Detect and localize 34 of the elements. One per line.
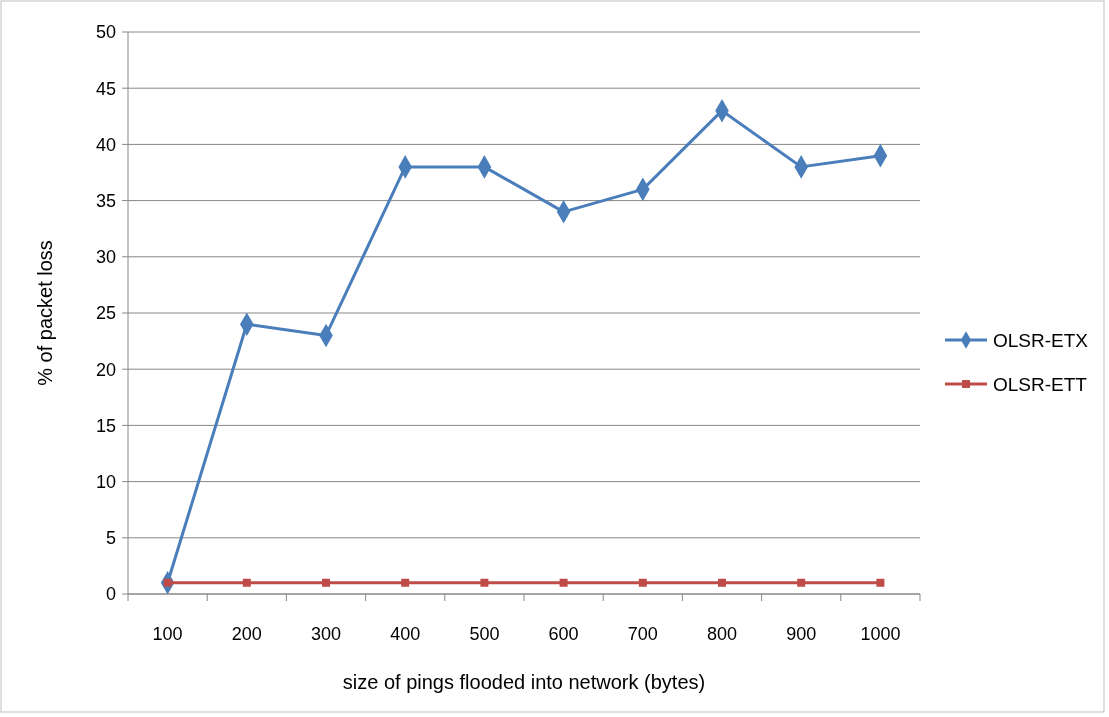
legend-label: OLSR-ETX [993,329,1089,351]
point [797,578,806,587]
y-axis-title: % of packet loss [34,240,56,386]
x-axis-title: size of pings flooded into network (bytes) [342,671,706,693]
point [876,578,885,587]
point [559,578,568,587]
point [401,578,410,587]
point [242,578,251,587]
x-tick-label: 500 [469,624,500,644]
point [718,578,726,587]
x-tick-label: 400 [390,624,421,644]
x-tick-label: 600 [548,624,579,644]
x-tick-label: 700 [627,624,658,644]
y-tick-label: 5 [105,528,116,549]
x-tick-label: 900 [786,624,817,644]
y-tick-label: 45 [95,78,116,99]
y-tick-label: 30 [95,247,116,268]
legend-label: OLSR-ETT [993,373,1088,395]
x-tick-label: 100 [152,624,183,644]
y-tick-label: 15 [95,415,116,436]
y-tick-label: 10 [95,471,116,492]
x-tick-label: 300 [310,624,342,644]
y-tick-label: 35 [95,190,116,211]
y-tick-label: 20 [95,359,116,380]
y-tick-label: 40 [95,134,116,155]
y-tick-label: 25 [95,303,116,324]
point [480,578,489,587]
point [638,578,647,587]
y-tick-label: 50 [95,22,116,43]
x-tick-label: 200 [231,624,262,644]
point [322,578,330,587]
x-tick-label: 1000 [860,624,901,644]
x-tick-label: 800 [706,624,738,644]
y-tick-label: 0 [105,584,116,605]
